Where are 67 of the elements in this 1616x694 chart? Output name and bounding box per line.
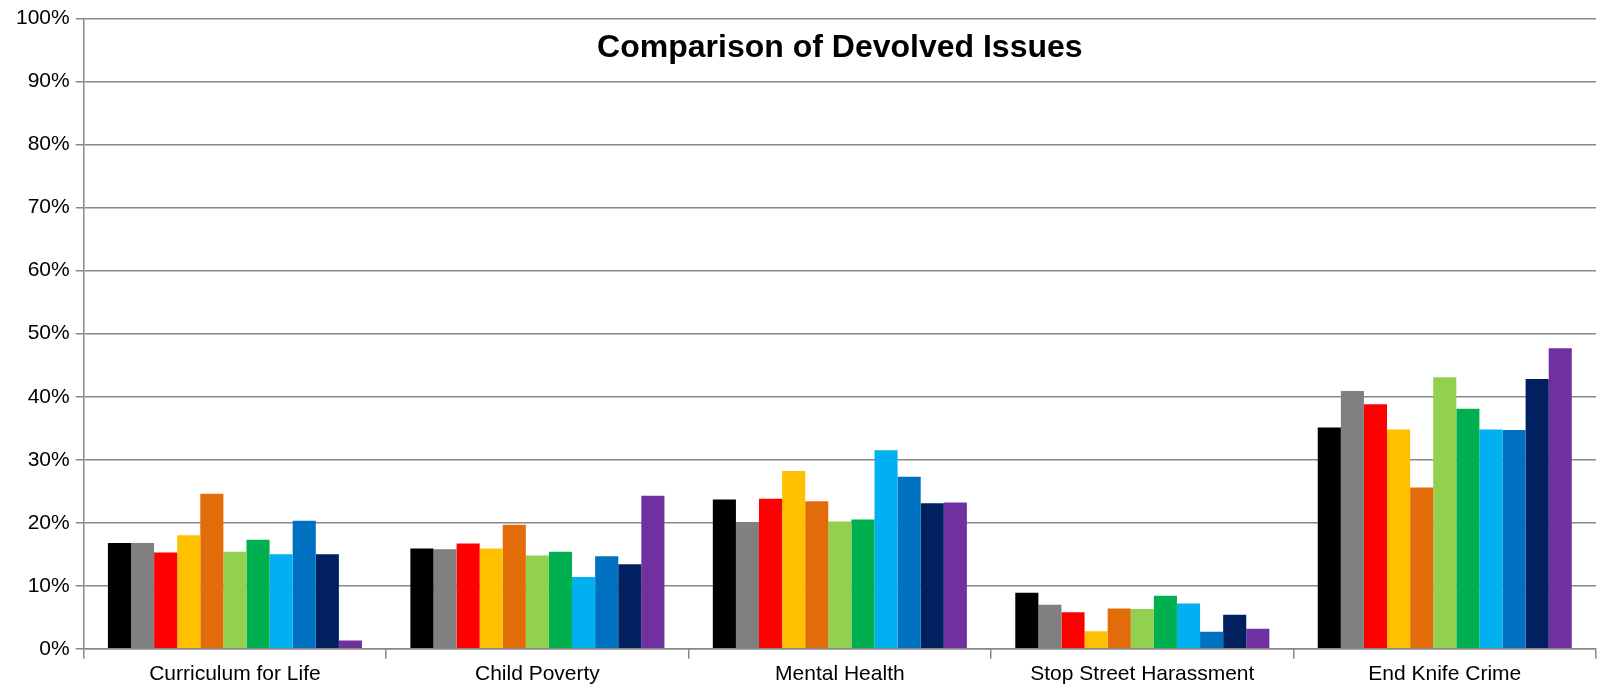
y-tick-label: 50% (27, 320, 70, 344)
y-tick-label: 90% (27, 68, 70, 92)
bar (1502, 430, 1526, 649)
bar (548, 551, 573, 649)
bar (525, 555, 549, 649)
bar (1107, 608, 1131, 649)
bar (502, 524, 526, 649)
bar (1548, 348, 1572, 649)
bar (315, 554, 339, 649)
bar (595, 556, 619, 649)
bar (107, 542, 131, 649)
bar (1387, 429, 1411, 649)
y-tick-label: 0% (39, 635, 70, 659)
bar (338, 640, 362, 649)
x-tick-label: Mental Health (775, 661, 905, 685)
bar (1061, 612, 1085, 649)
bar (897, 476, 921, 649)
bar (1130, 609, 1154, 649)
bar (851, 519, 875, 649)
bar (1084, 631, 1108, 649)
y-tick-label: 40% (27, 383, 70, 407)
y-tick-label: 10% (27, 572, 70, 596)
x-tick-label: End Knife Crime (1368, 661, 1522, 685)
bar (1525, 379, 1549, 649)
bar (1456, 408, 1480, 649)
bar (828, 521, 852, 649)
bar (920, 503, 944, 649)
bar (618, 564, 642, 649)
bar (1363, 404, 1388, 649)
bar (1410, 487, 1434, 649)
y-tick-label: 30% (27, 446, 70, 470)
bar (1223, 614, 1247, 649)
bar (1433, 377, 1457, 649)
x-tick-label: Stop Street Harassment (1030, 661, 1255, 685)
bar (1200, 631, 1224, 649)
y-tick-label: 60% (27, 257, 70, 281)
bar (1176, 603, 1201, 649)
bar (1317, 427, 1341, 649)
bar (1153, 595, 1177, 649)
y-tick-label: 70% (27, 194, 70, 218)
y-tick-label: 100% (15, 5, 70, 29)
bar (479, 548, 503, 649)
bar (154, 552, 178, 649)
bar (782, 471, 806, 649)
bar (712, 499, 736, 649)
y-tick-label: 80% (27, 131, 70, 155)
bar (805, 501, 829, 649)
chart-title: Comparison of Devolved Issues (597, 28, 1083, 65)
x-tick-label: Child Poverty (474, 661, 601, 685)
bar (246, 539, 270, 649)
bar (410, 548, 434, 649)
bar (223, 551, 247, 649)
bar (874, 450, 898, 649)
bar (943, 502, 967, 649)
bar (641, 495, 665, 649)
bar (269, 554, 293, 649)
bar (572, 576, 596, 649)
bar (759, 498, 783, 649)
bar (292, 520, 316, 649)
bar (1015, 592, 1039, 649)
bar (456, 543, 480, 649)
x-tick-label: Curriculum for Life (149, 661, 321, 685)
bar (177, 535, 201, 649)
bar (200, 493, 224, 649)
bar (1246, 628, 1270, 649)
bar (1479, 429, 1503, 649)
y-tick-label: 20% (27, 509, 70, 533)
